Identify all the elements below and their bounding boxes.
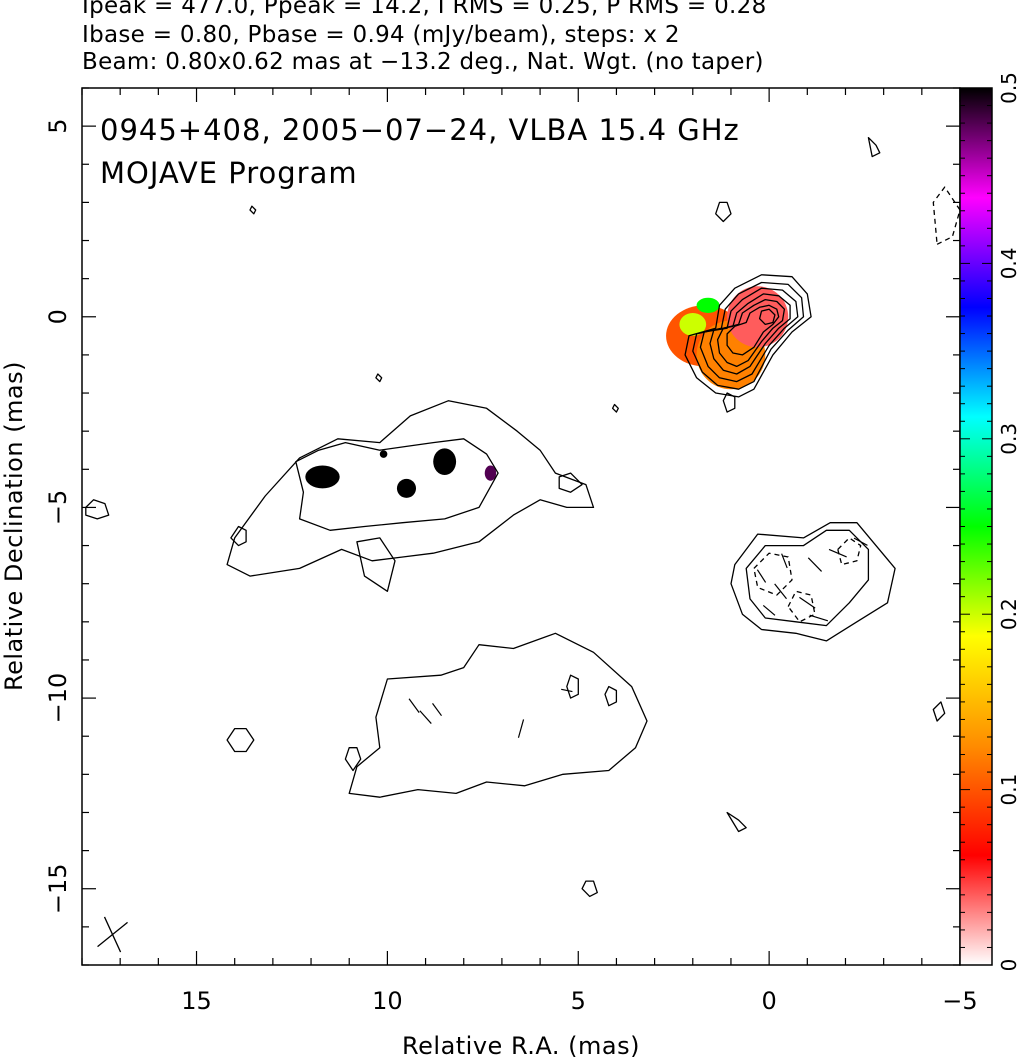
- colorbar-tick-label: 0.3: [997, 423, 1021, 455]
- contour-line: [226, 727, 255, 753]
- evpa-stick: [432, 703, 442, 717]
- beam-axis: [103, 916, 122, 953]
- contour-layer: [85, 136, 960, 898]
- axis-ticks: 15 10 5 0 −5 5 0 −5 −10 −15: [44, 87, 978, 1015]
- contour-line: [295, 438, 499, 531]
- contour-line: [249, 205, 257, 215]
- polarization-patch: [305, 465, 340, 489]
- polarization-patch: [396, 478, 417, 498]
- polarization-patch: [696, 297, 720, 313]
- contour-line: [226, 400, 595, 577]
- x-tick-label: 0: [761, 987, 776, 1015]
- contour-line: [356, 537, 396, 592]
- contour-line: [558, 472, 583, 493]
- contour-line: [375, 373, 383, 383]
- contour-line: [730, 522, 896, 642]
- contour-line: [715, 201, 732, 223]
- contour-line: [692, 281, 805, 390]
- y-axis-label: Relative Declination (mas): [0, 361, 28, 691]
- header-line-2: Ibase = 0.80, Pbase = 0.94 (mJy/beam), s…: [82, 22, 680, 48]
- evpa-stick: [781, 553, 788, 569]
- y-tick-label: −5: [44, 490, 72, 525]
- evpa-stick: [828, 548, 847, 558]
- contour-line: [581, 880, 598, 898]
- contour-line: [344, 747, 362, 772]
- evpa-stick: [809, 614, 829, 622]
- contour-line: [932, 186, 960, 245]
- x-tick-label: −5: [942, 987, 977, 1015]
- contour-line: [348, 632, 648, 798]
- polarization-patch: [484, 465, 497, 481]
- y-tick-label: −15: [44, 863, 72, 914]
- colorbar-tick-label: 0: [997, 959, 1021, 972]
- evpa-stick: [756, 569, 767, 583]
- evpa-stick: [799, 596, 816, 609]
- contour-line: [867, 136, 881, 158]
- evpa-stick: [561, 688, 573, 693]
- colorbar-tick-label: 0.1: [997, 774, 1021, 806]
- contour-line: [611, 403, 619, 413]
- x-axis-label: Relative R.A. (mas): [402, 1032, 640, 1060]
- header-line-3: Beam: 0.80x0.62 mas at −13.2 deg., Nat. …: [82, 49, 764, 75]
- x-tick-label: 15: [181, 987, 212, 1015]
- polarization-patch: [433, 448, 457, 476]
- evpa-stick: [807, 557, 823, 572]
- polarization-patch: [379, 450, 388, 458]
- colorbar: [959, 87, 993, 966]
- polarization-patch: [727, 286, 789, 348]
- evpa-stick: [774, 583, 787, 600]
- colorbar-tick-label: 0.5: [997, 72, 1021, 104]
- beam-marker: [97, 916, 128, 953]
- evpa-sticks-layer: [408, 537, 868, 738]
- x-tick-label: 5: [571, 987, 586, 1015]
- contour-line: [722, 392, 736, 413]
- header-line-1: Ipeak = 477.0, Ppeak = 14.2, I RMS = 0.2…: [82, 0, 767, 19]
- evpa-stick: [762, 605, 776, 616]
- contour-line: [230, 525, 247, 547]
- contour-line: [787, 590, 816, 623]
- x-tick-label: 10: [372, 987, 403, 1015]
- chart-title: 0945+408, 2005−07−24, VLBA 15.4 GHz: [100, 113, 740, 147]
- y-tick-label: −10: [44, 673, 72, 724]
- contour-line: [684, 274, 812, 398]
- contour-line: [726, 811, 747, 833]
- colorbar-tick-label: 0.4: [997, 247, 1021, 279]
- contour-line: [716, 298, 786, 368]
- evpa-stick: [408, 698, 420, 714]
- contour-line: [753, 552, 793, 596]
- contour-line: [932, 701, 946, 722]
- colorbar-tick-label: 0.2: [997, 598, 1021, 630]
- contour-line: [566, 674, 579, 699]
- contour-line: [745, 529, 870, 627]
- chart-subtitle: MOJAVE Program: [100, 156, 358, 190]
- evpa-stick: [853, 537, 868, 546]
- contour-line: [758, 308, 776, 326]
- contour-line: [837, 537, 862, 566]
- evpa-stick: [419, 710, 432, 724]
- polarization-intensity-layer: [305, 286, 789, 498]
- contour-line: [726, 304, 780, 356]
- contour-line: [85, 499, 110, 520]
- colorbar-ticks: 0 0.1 0.2 0.3 0.4 0.5: [960, 72, 1021, 971]
- y-tick-label: 0: [44, 309, 72, 324]
- evpa-stick: [517, 719, 525, 738]
- plot-frame: [81, 87, 961, 966]
- contour-line: [699, 287, 799, 383]
- polarization-patch: [679, 312, 707, 336]
- contour-line: [709, 293, 791, 375]
- y-tick-label: 5: [44, 118, 72, 133]
- contour-line: [604, 685, 618, 707]
